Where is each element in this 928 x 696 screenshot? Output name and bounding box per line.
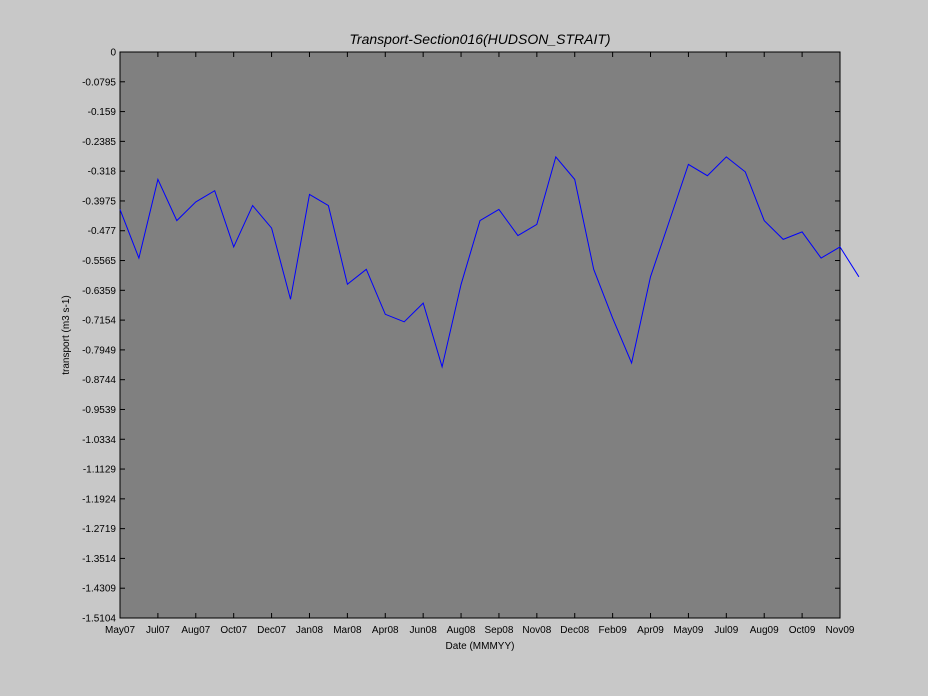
x-axis-label: Date (MMMYY) [446,641,515,652]
y-tick-label: -0.318 [88,167,117,178]
y-tick-label: -0.0795 [82,77,116,88]
x-tick-label: Apr08 [372,625,399,636]
x-tick-label: Nov08 [522,625,551,636]
x-tick-label: Jan08 [296,625,324,636]
x-tick-label: Jul09 [714,625,738,636]
x-tick-label: Jul07 [146,625,170,636]
x-tick-label: Nov09 [826,625,855,636]
x-tick-label: May09 [673,625,703,636]
y-tick-label: -0.5565 [82,256,116,267]
series-group [119,155,860,369]
x-tick-label: Dec07 [257,625,286,636]
y-tick-label: -0.9539 [82,405,116,416]
x-tick-label: Oct07 [220,625,247,636]
x-axis: May07 Jul07 Aug07 Oct07 Dec07 Jan08 Mar08 Apr08… [105,52,855,636]
y-tick-label: -1.5104 [82,614,116,625]
y-tick-label: -1.1129 [83,465,117,476]
y-tick-label: -0.8744 [82,375,116,386]
y-axis: 0 -0.0795 -0.159 -0.2385 -0.318 -0.3975 -0.477… [82,48,840,625]
plot-area [119,51,841,619]
x-tick-label: Jun08 [410,625,438,636]
x-tick-label: Aug08 [447,625,476,636]
x-tick-label: Aug09 [750,625,779,636]
x-tick-label: May07 [105,625,135,636]
y-tick-label: -0.2385 [82,137,116,148]
y-tick-label: -1.1924 [82,494,116,505]
y-tick-label: -0.3975 [82,196,116,207]
y-tick-label: -0.7949 [82,345,116,356]
x-tick-label: Mar08 [333,625,362,636]
y-axis-label: transport (m3 s-1) [61,295,72,374]
x-tick-label: Oct09 [789,625,816,636]
y-tick-label: -0.7154 [82,316,116,327]
x-tick-label: Dec08 [560,625,589,636]
x-tick-label: Apr09 [637,625,664,636]
y-tick-label: -1.4309 [82,584,116,595]
y-tick-label: -0.477 [88,226,117,237]
x-tick-label: Sep08 [484,625,513,636]
x-tick-label: Aug07 [181,625,210,636]
chart-title: Transport-Section016(HUDSON_STRAIT) [349,31,610,47]
y-tick-label: -1.3514 [82,554,116,565]
y-tick-label: 0 [110,48,116,59]
y-tick-label: -1.0334 [82,435,116,446]
y-tick-label: -1.2719 [82,524,116,535]
y-tick-label: -0.159 [88,107,117,118]
y-tick-label: -0.6359 [82,286,116,297]
x-tick-label: Feb09 [598,625,627,636]
transport-series-line [119,155,860,369]
